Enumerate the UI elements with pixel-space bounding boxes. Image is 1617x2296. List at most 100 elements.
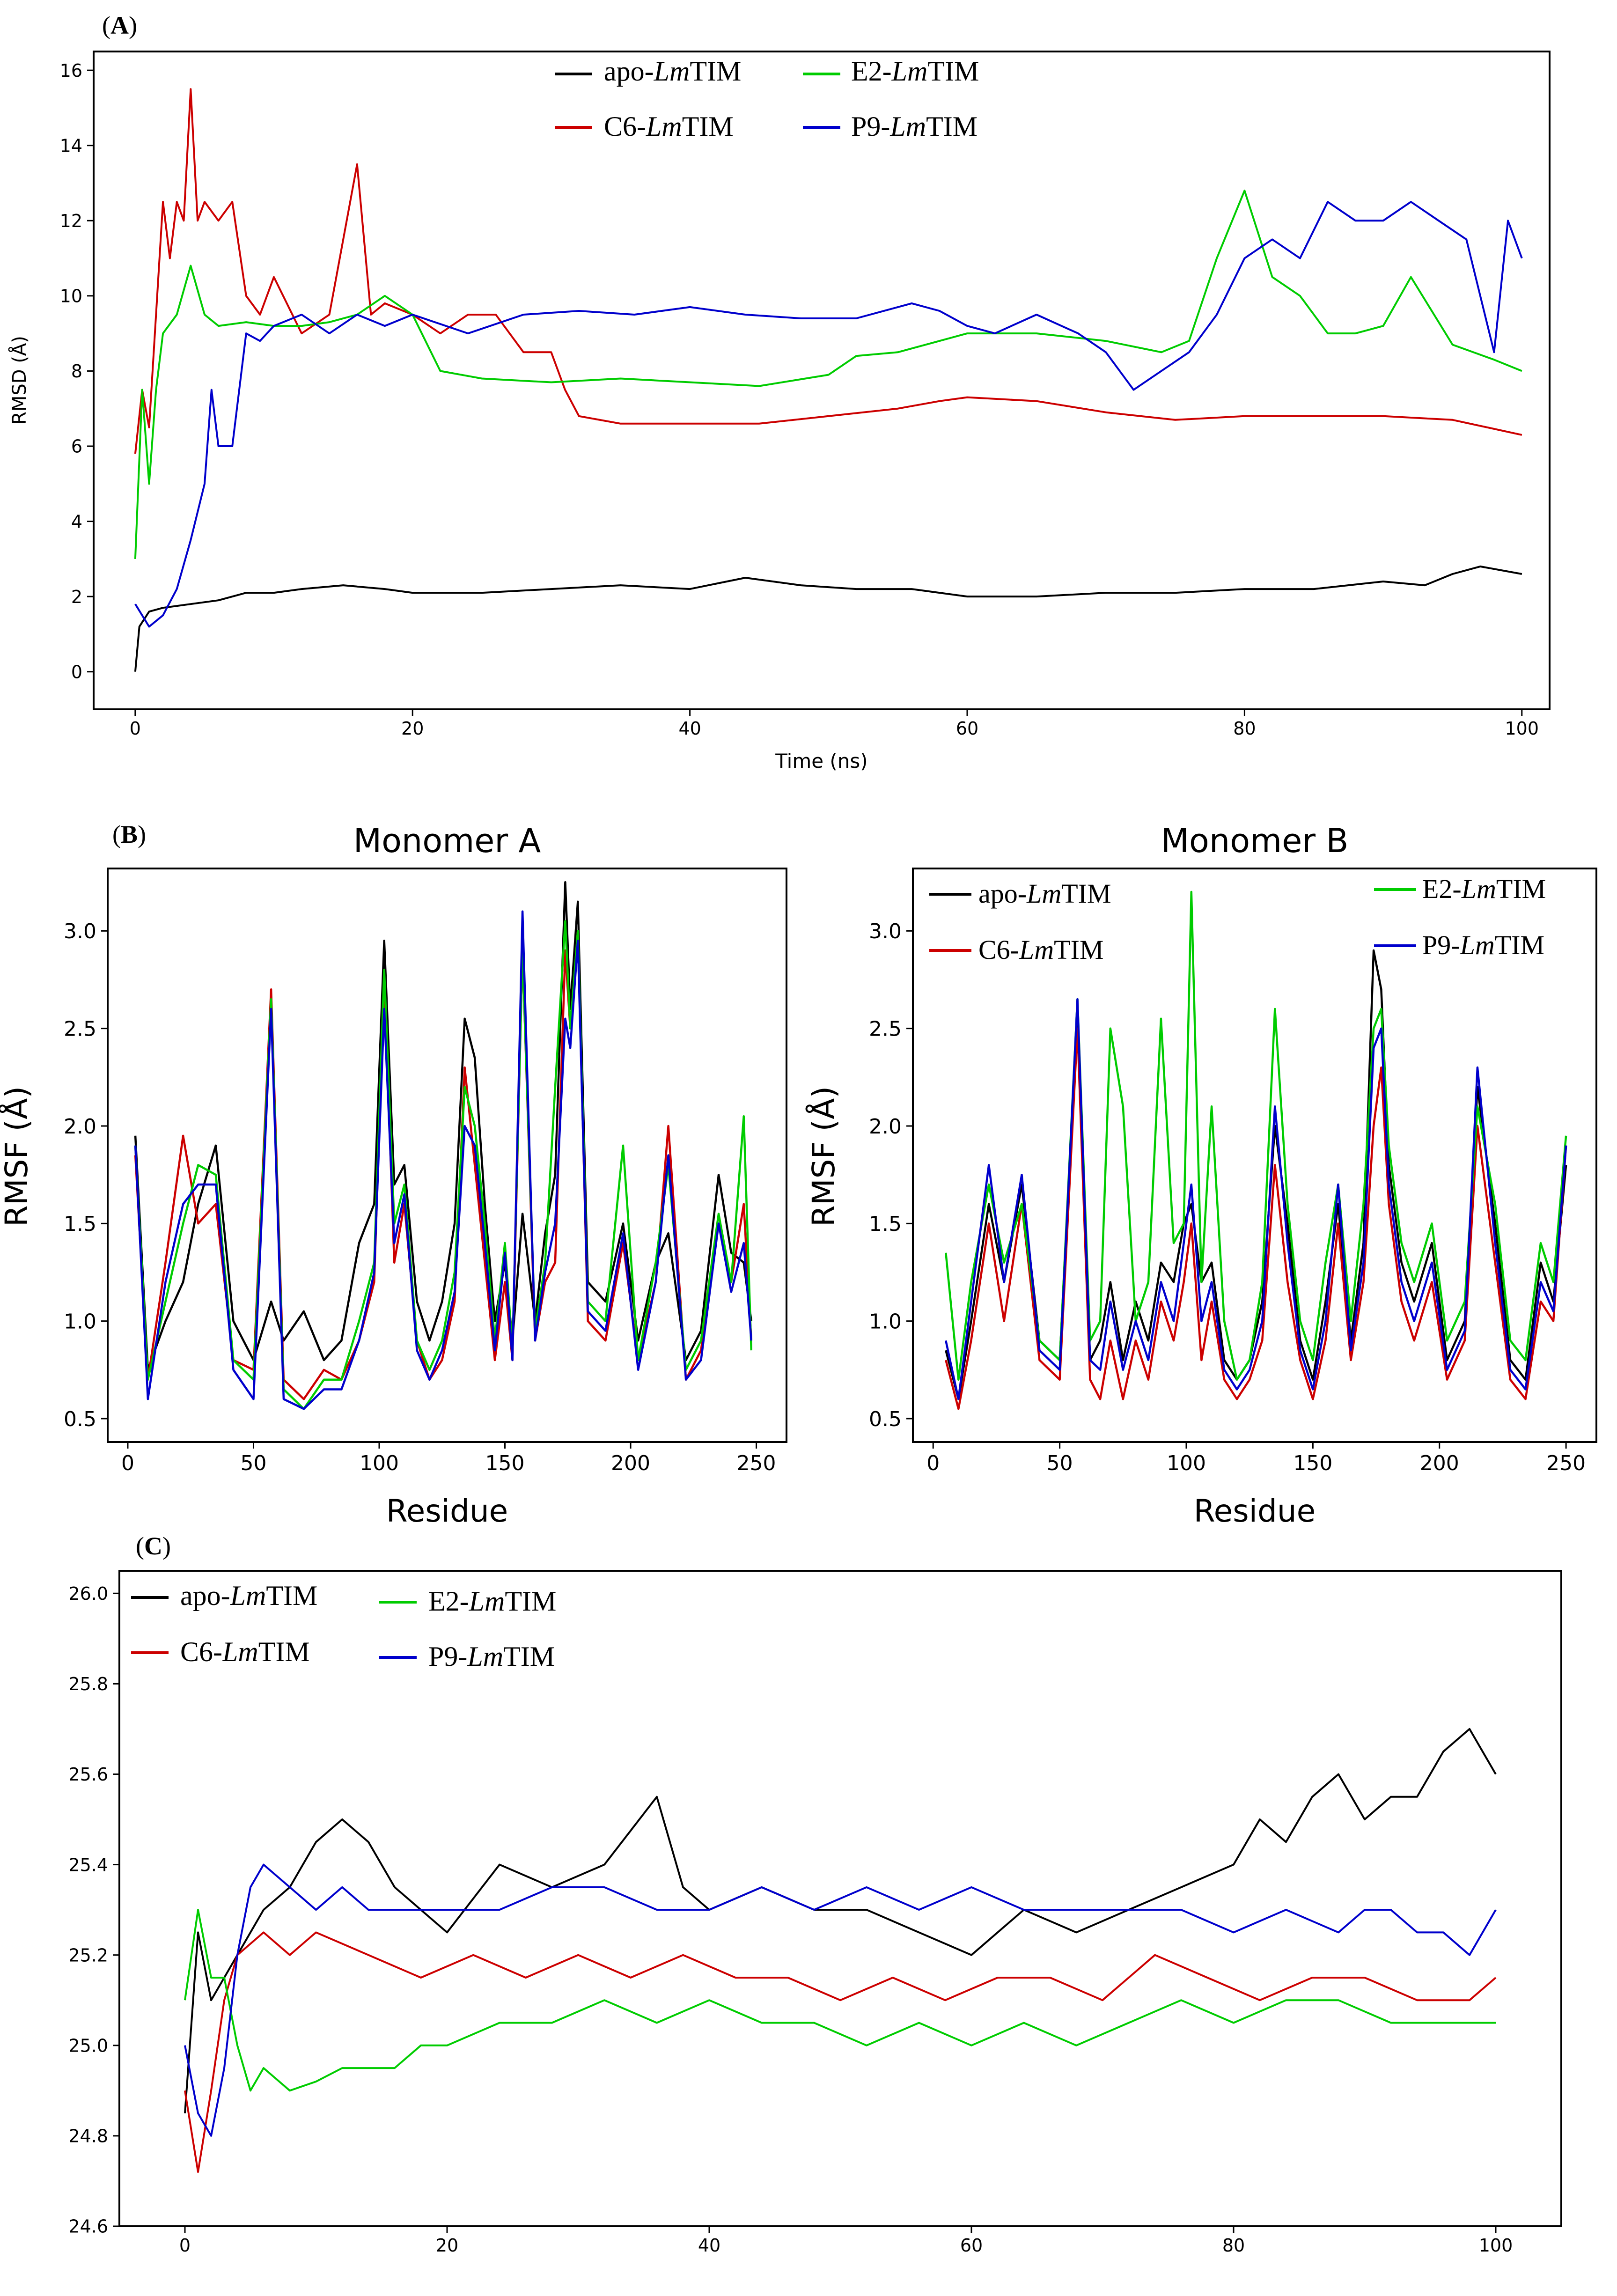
- panel-b-legend-item-apo: apo-LmTIM: [929, 878, 1111, 909]
- panel-b2-y-tick-label: 2.5: [869, 1017, 902, 1041]
- panel-c-x-tick-label: 0: [179, 2235, 191, 2256]
- panel-c-legend-item-apo: apo-LmTIM: [131, 1580, 317, 1611]
- panel-c-series-lines: [184, 1728, 1497, 2173]
- panel-b1-y-tick-label: 1.5: [64, 1212, 96, 1236]
- panel-a-series-lines: [134, 88, 1523, 672]
- panel-b2-x-tick-label: 100: [1167, 1451, 1206, 1475]
- panel-c-x-tick-label: 100: [1479, 2235, 1513, 2256]
- panel-b-legend-label-e2: E2-LmTIM: [1422, 874, 1546, 904]
- panel-letter-b: (B): [112, 820, 146, 848]
- panel-b1-y-tick-label: 3.0: [64, 920, 96, 943]
- panel-b-legend-item-c6: C6-LmTIM: [929, 935, 1103, 965]
- panel-c-x-tick-label: 60: [960, 2235, 983, 2256]
- panel-c-x-tick-label: 80: [1222, 2235, 1245, 2256]
- panel-b2-y-tick-label: 0.5: [869, 1407, 902, 1431]
- panel-c-x-tick-label: 40: [698, 2235, 720, 2256]
- panel-b1-x-tick-label: 200: [611, 1451, 650, 1475]
- panel-b-monomer-a-plot-frame: [107, 868, 787, 1443]
- panel-c-legend-item-p9: P9-LmTIM: [379, 1641, 555, 1672]
- panel-c-legend-item-e2: E2-LmTIM: [379, 1586, 556, 1617]
- panel-a-legend-label-c6: C6-LmTIM: [604, 111, 734, 142]
- panel-c-series-line-e2: [184, 1909, 1496, 2092]
- panel-b-monomer-b-chart: Monomer B 0 50 100 150 200 250 0.5 1.0 1.5 2.0 2.5…: [806, 822, 1597, 1529]
- panel-b-monomer-a-axes: 0 50 100 150 200 250 0.5 1.0 1.5 2.0 2.5 3.0: [64, 920, 776, 1475]
- panel-c-legend-label-p9: P9-LmTIM: [428, 1641, 555, 1672]
- panel-b2-x-tick-label: 250: [1546, 1451, 1586, 1475]
- panel-a-y-tick-label: 14: [60, 135, 82, 156]
- panel-a-x-tick-label: 80: [1233, 718, 1256, 739]
- panel-b1-y-tick-label: 1.0: [64, 1310, 96, 1334]
- panel-b-monomer-a-x-axis-label: Residue: [386, 1493, 508, 1529]
- panel-b1-y-tick-label: 2.5: [64, 1017, 96, 1041]
- panel-b-monomer-a-chart: Monomer A 0 50 100 150 200 250 0.5 1.0 1.5 2.0 2.5…: [0, 822, 787, 1529]
- panel-a-y-tick-label: 6: [71, 436, 82, 457]
- panel-b-legend-item-e2: E2-LmTIM: [1374, 874, 1546, 904]
- panel-b2-x-tick-label: 50: [1047, 1451, 1073, 1475]
- panel-a-y-tick-label: 8: [71, 361, 82, 382]
- panel-c-axes: 0 20 40 60 80 100 24.6 24.8 25.0 25.2 25.4 25.6 25.8…: [68, 1583, 1513, 2256]
- panel-a-legend-label-e2: E2-LmTIM: [851, 56, 979, 87]
- panel-b1-y-tick-label: 0.5: [64, 1407, 96, 1431]
- panel-b2-x-tick-label: 200: [1420, 1451, 1459, 1475]
- panel-a-legend-label-apo: apo-LmTIM: [604, 56, 741, 87]
- panel-a-y-tick-label: 10: [60, 286, 82, 307]
- panel-a-plot-frame: [93, 51, 1551, 710]
- panel-b-monomer-b-axes: 0 50 100 150 200 250 0.5 1.0 1.5 2.0 2.5 3.0: [869, 920, 1586, 1475]
- panel-b2-y-tick-label: 1.5: [869, 1212, 902, 1236]
- panel-c-series-line-p9: [184, 1863, 1497, 2137]
- panel-b2-y-tick-label: 1.0: [869, 1310, 902, 1334]
- panel-a-y-tick-label: 4: [71, 511, 82, 532]
- panel-b-legend-label-c6: C6-LmTIM: [978, 935, 1103, 965]
- panel-c-y-tick-label: 25.0: [68, 2035, 108, 2056]
- panel-b-monomer-a-title: Monomer A: [353, 822, 541, 860]
- panel-a-rmsd-chart: 0 20 40 60 80 100 0 2 4 6 8 10 12 14 16 Time (ns) RMSD…: [8, 51, 1551, 773]
- panel-a-series-line-p9: [134, 201, 1523, 628]
- panel-b-legend: apo-LmTIM C6-LmTIM E2-LmTIM P9-LmTIM: [929, 874, 1546, 965]
- panel-a-legend-label-p9: P9-LmTIM: [851, 111, 978, 142]
- panel-a-x-tick-label: 60: [956, 718, 978, 739]
- panel-a-legend-item-p9: P9-LmTIM: [803, 111, 978, 142]
- panel-b2-series-line-c6: [945, 1027, 1567, 1410]
- panel-c-y-tick-label: 25.8: [68, 1674, 108, 1694]
- panel-c-y-tick-label: 24.6: [68, 2216, 108, 2237]
- panel-a-legend-item-e2: E2-LmTIM: [803, 56, 979, 87]
- panel-a-x-tick-label: 100: [1505, 718, 1539, 739]
- panel-c-legend-item-c6: C6-LmTIM: [131, 1636, 310, 1667]
- panel-c-y-tick-label: 25.6: [68, 1764, 108, 1785]
- panel-a-x-axis-label: Time (ns): [775, 750, 867, 773]
- panel-a-axes: 0 20 40 60 80 100 0 2 4 6 8 10 12 14 16: [60, 60, 1539, 739]
- panel-a-series-line-e2: [134, 190, 1522, 559]
- panel-a-y-tick-label: 2: [71, 587, 82, 607]
- panel-letter-a: (A): [102, 11, 137, 39]
- panel-b2-y-tick-label: 3.0: [869, 920, 902, 943]
- panel-a-y-tick-label: 16: [60, 60, 82, 81]
- panel-c-legend-label-e2: E2-LmTIM: [428, 1586, 556, 1617]
- panel-b2-y-tick-label: 2.0: [869, 1115, 902, 1139]
- panel-b1-x-tick-label: 100: [360, 1451, 399, 1475]
- panel-c-legend-label-c6: C6-LmTIM: [180, 1636, 310, 1667]
- panel-b1-series-line-apo: [134, 881, 753, 1371]
- panel-a-x-tick-label: 40: [678, 718, 701, 739]
- panel-b-monomer-b-x-axis-label: Residue: [1194, 1493, 1316, 1529]
- panel-b1-y-tick-label: 2.0: [64, 1115, 96, 1139]
- panel-c-legend: apo-LmTIM C6-LmTIM E2-LmTIM P9-LmTIM: [131, 1580, 556, 1672]
- panel-b-legend-label-p9: P9-LmTIM: [1422, 930, 1544, 960]
- panel-c-legend-label-apo: apo-LmTIM: [180, 1580, 317, 1611]
- panel-b-monomer-b-title: Monomer B: [1161, 822, 1349, 860]
- panel-a-y-tick-label: 12: [60, 211, 82, 231]
- panel-a-x-tick-label: 0: [130, 718, 141, 739]
- panel-a-y-axis-label: RMSD (Å): [8, 336, 30, 425]
- panel-b1-series-line-p9: [134, 910, 753, 1410]
- panel-b1-x-tick-label: 150: [485, 1451, 525, 1475]
- panel-b-legend-item-p9: P9-LmTIM: [1374, 930, 1544, 960]
- panel-b2-series-line-p9: [945, 998, 1567, 1400]
- panel-c-y-tick-label: 25.4: [68, 1854, 108, 1875]
- panel-c-series-line-c6: [184, 1931, 1497, 2173]
- panel-c-y-tick-label: 24.8: [68, 2126, 108, 2147]
- panel-a-legend: apo-LmTIM C6-LmTIM E2-LmTIM P9-LmTIM: [555, 56, 979, 142]
- panel-letter-c: (C): [136, 1532, 171, 1560]
- panel-c-plot-frame: [118, 1570, 1562, 2227]
- panel-a-legend-item-c6: C6-LmTIM: [555, 111, 734, 142]
- panel-a-x-tick-label: 20: [401, 718, 424, 739]
